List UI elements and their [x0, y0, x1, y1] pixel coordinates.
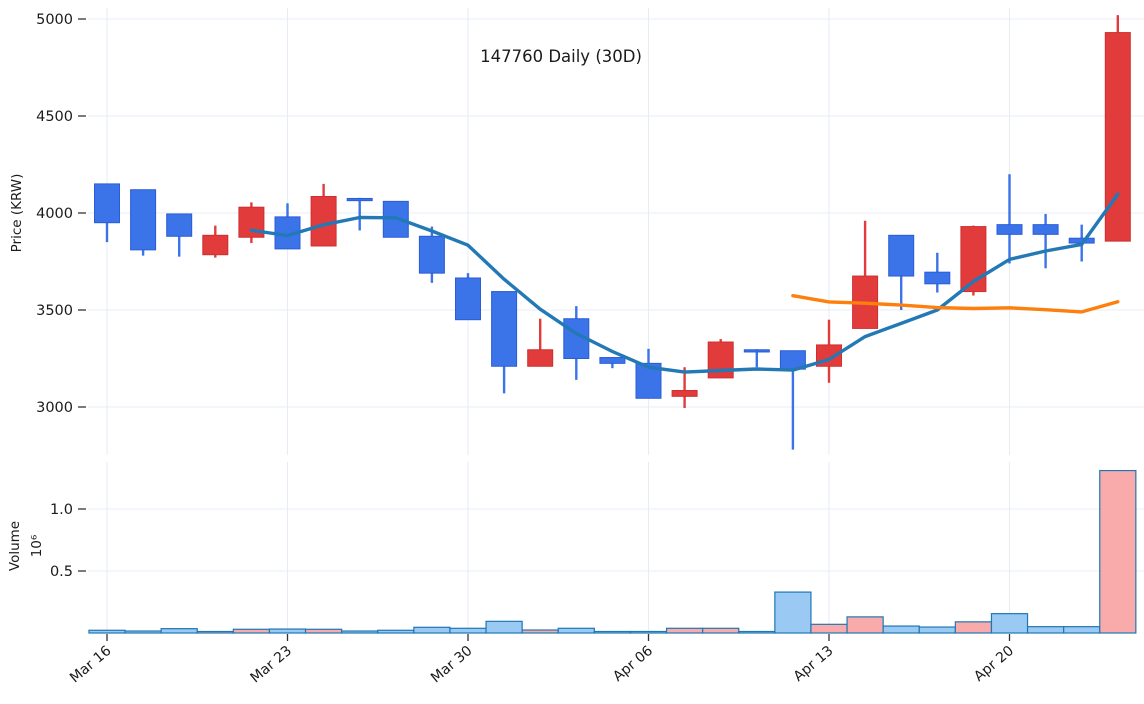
volume-axis-scale-label: 10⁶ — [29, 535, 45, 558]
candle-body-down — [996, 224, 1023, 235]
volume-bar-down — [557, 627, 595, 634]
candle-body-up — [1104, 32, 1131, 242]
volume-bar-down — [774, 591, 812, 634]
ma20-line — [791, 294, 1120, 314]
volume-bar-up — [810, 623, 848, 634]
date-tick-label: Mar 16 — [67, 643, 115, 687]
price-tick-label: 4500 — [36, 109, 73, 125]
candle-body-up — [202, 234, 229, 256]
price-axis-label: Price (KRW) — [9, 174, 25, 253]
candle-body-down — [94, 183, 120, 224]
volume-bar-down — [449, 627, 487, 634]
volume-bar-down — [990, 613, 1029, 634]
volume-bar-down — [413, 626, 451, 634]
volume-bar-down — [88, 629, 126, 634]
volume-tick-label: 0.5 — [50, 564, 73, 580]
volume-bar-down — [341, 630, 379, 634]
volume-bar-down — [629, 630, 668, 634]
volume-axis-label: Volume — [7, 521, 23, 571]
candles-layer — [94, 15, 1131, 450]
candle-body-down — [743, 349, 770, 353]
volume-tick-label: 1.0 — [50, 502, 73, 518]
volume-bar-down — [160, 628, 198, 634]
volume-bar-up — [665, 627, 704, 634]
volume-bar-down — [593, 630, 632, 634]
grid-layer — [88, 8, 1144, 633]
candle-body-down — [346, 197, 373, 202]
price-tick-label: 4000 — [36, 206, 73, 222]
volume-bar-up — [196, 630, 234, 634]
volume-bar-up — [702, 627, 740, 634]
price-tick-label: 3000 — [36, 400, 73, 416]
date-tick-label: Apr 13 — [791, 643, 837, 685]
volume-bar-up — [304, 628, 343, 634]
volume-bars-layer — [88, 469, 1137, 634]
date-tick-label: Mar 23 — [247, 643, 295, 687]
volume-bar-down — [882, 625, 920, 634]
price-tick-labels: 5000 4500 4000 3500 3000 — [36, 12, 86, 416]
volume-bar-down — [485, 620, 523, 634]
volume-bar-down — [918, 626, 956, 634]
x-tick-labels: Mar 16 Mar 23 Mar 30 Apr 06 Apr 13 Apr 20 — [67, 634, 1017, 686]
price-tick-label: 5000 — [36, 12, 73, 28]
candle-body-down — [491, 291, 518, 367]
volume-tick-labels: 1.0 0.5 — [50, 502, 86, 580]
candle-body-down — [418, 235, 445, 274]
volume-bar-up — [954, 621, 993, 634]
candle-body-down — [166, 213, 193, 237]
volume-bar-down — [377, 629, 415, 634]
volume-bar-up — [846, 616, 884, 634]
volume-bar-down — [124, 630, 162, 634]
volume-bar-down — [1063, 626, 1101, 634]
volume-bar-up — [232, 628, 271, 634]
volume-bar-down — [738, 630, 776, 634]
candle-body-up — [671, 390, 698, 397]
moving-average-lines — [249, 192, 1120, 374]
volume-bar-up — [521, 629, 559, 634]
candle-body-up — [527, 349, 554, 367]
date-tick-label: Apr 20 — [971, 643, 1017, 685]
candle-body-down — [1032, 224, 1059, 235]
candle-body-down — [130, 189, 157, 251]
candle-body-down — [455, 277, 481, 321]
volume-bar-down — [268, 628, 307, 634]
candle-body-down — [888, 234, 915, 277]
price-tick-label: 3500 — [36, 303, 73, 319]
candle-body-down — [924, 271, 951, 285]
volume-bar-up — [1099, 469, 1137, 634]
candle-body-up — [310, 196, 337, 247]
candle-body-down — [599, 357, 626, 364]
volume-bar-down — [1026, 626, 1065, 634]
chart-title: 147760 Daily (30D) — [480, 47, 642, 66]
date-tick-label: Mar 30 — [428, 643, 476, 687]
ma5-line — [249, 192, 1120, 374]
date-tick-label: Apr 06 — [610, 643, 656, 685]
